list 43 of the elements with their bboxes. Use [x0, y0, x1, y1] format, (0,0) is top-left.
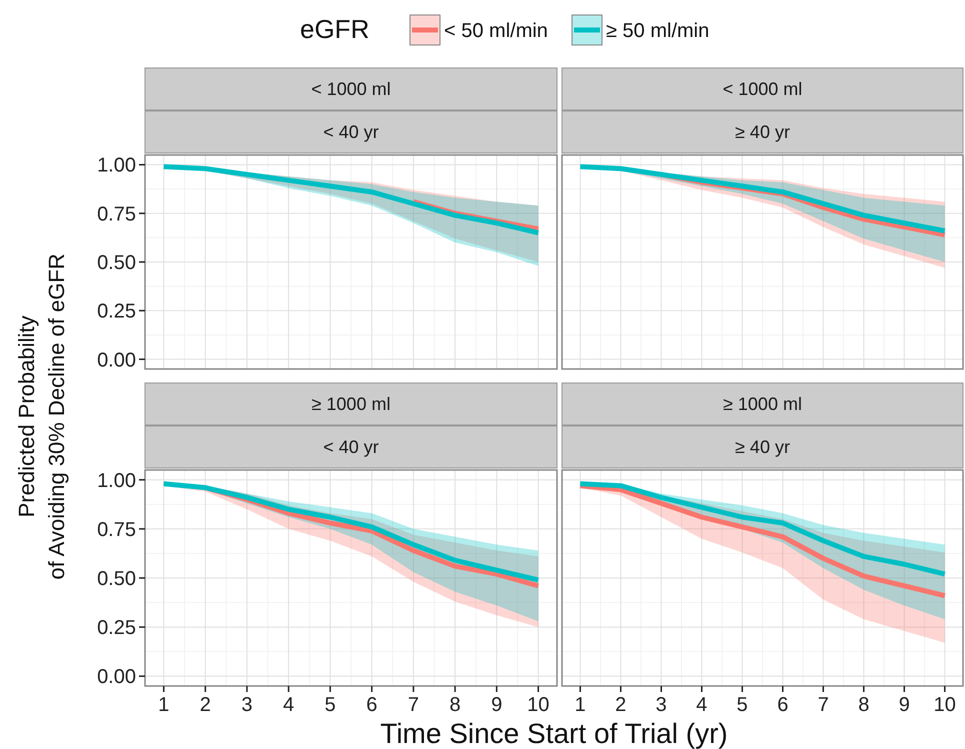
legend-label: ≥ 50 ml/min: [606, 20, 710, 42]
y-axis-title: Predicted Probability of Avoiding 30% Decline of eGFR: [14, 253, 69, 580]
chart-title: < 1000 ml: [722, 79, 802, 99]
y-tick-label: 0.75: [97, 518, 136, 541]
x-tick-label: 1: [574, 694, 586, 716]
x-tick-label: 9: [491, 694, 502, 716]
y-tick-label: 1.00: [97, 154, 136, 177]
y-tick-label: 0.50: [97, 252, 136, 274]
x-tick-label: 4: [283, 694, 294, 716]
y-tick-label: 0.25: [97, 300, 136, 323]
x-tick-label: 9: [898, 694, 910, 716]
legend-title: eGFR: [300, 14, 370, 44]
chart-title: ≥ 1000 ml: [723, 394, 802, 414]
x-tick-label: 8: [858, 694, 870, 716]
x-tick-label: 10: [934, 694, 956, 716]
chart-subtitle: ≥ 40 yr: [735, 122, 790, 142]
x-tick-label: 2: [615, 694, 626, 716]
chart-title: < 1000 ml: [311, 79, 391, 99]
x-tick-label: 3: [656, 694, 667, 716]
y-tick-label: 0.00: [97, 666, 136, 688]
y-tick-label: 0.25: [97, 617, 136, 640]
chart-subtitle: ≥ 40 yr: [735, 437, 790, 457]
x-tick-label: 6: [366, 694, 378, 716]
chart-subtitle: < 40 yr: [323, 122, 379, 142]
x-tick-label: 7: [408, 694, 419, 716]
x-tick-label: 8: [449, 694, 461, 716]
x-tick-label: 5: [324, 694, 336, 716]
y-tick-label: 1.00: [97, 470, 136, 492]
chart-subtitle: < 40 yr: [323, 437, 379, 457]
chart-title: ≥ 1000 ml: [312, 394, 390, 414]
x-tick-label: 5: [736, 694, 748, 716]
y-tick-label: 0.75: [97, 203, 136, 226]
y-tick-label: 0.50: [97, 568, 136, 590]
x-tick-label: 4: [696, 694, 708, 716]
x-axis-title: Time Since Start of Trial (yr): [380, 718, 728, 749]
x-tick-label: 3: [241, 694, 253, 716]
x-tick-label: 10: [527, 694, 550, 716]
x-tick-label: 6: [777, 694, 788, 716]
legend-label: < 50 ml/min: [444, 20, 548, 42]
y-tick-label: 0.00: [97, 349, 136, 372]
x-tick-label: 2: [200, 694, 211, 716]
x-tick-label: 7: [818, 694, 829, 716]
x-tick-label: 1: [158, 694, 170, 716]
